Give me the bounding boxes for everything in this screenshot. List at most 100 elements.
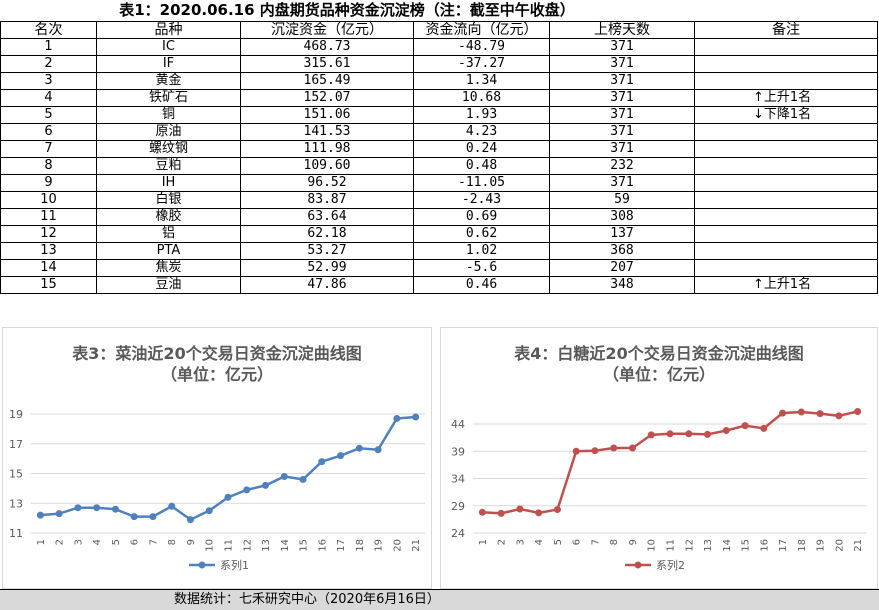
table-row: 12 铝 62.18 0.62 137 (0, 225, 878, 243)
cell-name: IF (96, 55, 241, 73)
cell-name: 铁矿石 (96, 89, 241, 107)
data-point (111, 505, 119, 513)
cell-days: 368 (549, 242, 695, 260)
x-tick-label: 19 (816, 539, 827, 552)
cell-flow: 4.23 (413, 123, 550, 141)
chart-subtitle: （单位：亿元） (602, 365, 715, 384)
cell-rank: 15 (0, 276, 97, 294)
cell-rank: 11 (0, 208, 97, 226)
table-row: 11 橡胶 63.64 0.69 308 (0, 208, 878, 226)
cell-name: 螺纹钢 (96, 140, 241, 158)
x-tick-label: 21 (853, 539, 864, 552)
ranking-table: 名次 品种 沉淀资金（亿元） 资金流向（亿元） 上榜天数 备注 1 IC 468.7… (0, 21, 878, 294)
cell-fund: 141.53 (240, 123, 414, 141)
y-tick-label: 29 (451, 500, 465, 513)
x-tick-label: 15 (741, 539, 752, 552)
table-row: 8 豆粕 109.60 0.48 232 (0, 157, 878, 175)
cell-fund: 62.18 (240, 225, 414, 243)
cell-flow: 1.34 (413, 72, 550, 90)
cell-name: 焦炭 (96, 259, 241, 277)
chart-subtitle: （单位：亿元） (160, 365, 273, 384)
data-point (610, 444, 618, 452)
cell-fund: 109.60 (240, 157, 414, 175)
footer-bar: 数据统计：七禾研究中心（2020年6月16日） (0, 589, 879, 610)
data-point (647, 431, 655, 439)
header-fund: 沉淀资金（亿元） (240, 21, 414, 39)
cell-rank: 3 (0, 72, 97, 90)
y-tick-label: 39 (451, 445, 465, 458)
data-point (628, 444, 636, 452)
cell-flow: 0.48 (413, 157, 550, 175)
x-tick-label: 7 (590, 539, 601, 545)
x-tick-label: 17 (778, 539, 789, 552)
cell-note (694, 140, 878, 158)
x-tick-label: 15 (299, 539, 310, 552)
x-tick-label: 10 (647, 539, 658, 552)
cell-fund: 152.07 (240, 89, 414, 107)
cell-note (694, 55, 878, 73)
data-point (779, 409, 787, 417)
table-row: 6 原油 141.53 4.23 371 (0, 123, 878, 141)
table-row: 2 IF 315.61 -37.27 371 (0, 55, 878, 73)
table-title-row: 表1：2020.06.16 内盘期货品种资金沉淀榜（注：截至中午收盘） (0, 0, 879, 21)
x-tick-label: 3 (515, 539, 526, 545)
chart-title: 表4：白糖近20个交易日资金沉淀曲线图 (514, 344, 804, 363)
x-tick-label: 6 (572, 539, 583, 545)
y-tick-label: 24 (451, 527, 465, 540)
cell-rank: 4 (0, 89, 97, 107)
cell-days: 371 (549, 123, 695, 141)
data-point (797, 408, 805, 416)
cell-note (694, 174, 878, 192)
cell-rank: 8 (0, 157, 97, 175)
x-tick-label: 16 (759, 539, 770, 552)
x-tick-label: 14 (722, 539, 733, 552)
cell-rank: 13 (0, 242, 97, 260)
cell-note (694, 225, 878, 243)
cell-flow: 1.93 (413, 106, 550, 124)
x-tick-label: 20 (834, 539, 845, 552)
data-point (666, 430, 674, 438)
cell-note (694, 208, 878, 226)
table-row: 13 PTA 53.27 1.02 368 (0, 242, 878, 260)
x-tick-label: 8 (167, 539, 178, 545)
table-row: 14 焦炭 52.99 -5.6 207 (0, 259, 878, 277)
legend-label: 系列1 (220, 558, 249, 572)
x-tick-label: 5 (553, 539, 564, 545)
x-tick-label: 11 (224, 539, 235, 552)
x-tick-label: 21 (411, 539, 422, 552)
cell-days: 371 (549, 106, 695, 124)
cell-fund: 111.98 (240, 140, 414, 158)
data-point (854, 407, 862, 415)
rapeseed-oil-chart-panel: 表3：菜油近20个交易日资金沉淀曲线图 （单位：亿元） 11 13 15 17 19 1 2… (2, 327, 432, 589)
cell-fund: 165.49 (240, 72, 414, 90)
cell-days: 137 (549, 225, 695, 243)
cell-name: 橡胶 (96, 208, 241, 226)
cell-fund: 53.27 (240, 242, 414, 260)
cell-days: 59 (549, 191, 695, 209)
data-point (168, 502, 176, 510)
header-days: 上榜天数 (549, 21, 695, 39)
table-row: 7 螺纹钢 111.98 0.24 371 (0, 140, 878, 158)
x-tick-label: 4 (534, 539, 545, 545)
data-point (760, 424, 768, 432)
cell-flow: -11.05 (413, 174, 550, 192)
cell-fund: 96.52 (240, 174, 414, 192)
cell-note (694, 38, 878, 56)
cell-days: 371 (549, 72, 695, 90)
x-tick-label: 4 (92, 539, 103, 545)
data-point (36, 511, 44, 519)
data-point (355, 444, 363, 452)
data-point (685, 430, 693, 438)
cell-flow: 0.24 (413, 140, 550, 158)
data-point (55, 510, 63, 518)
cell-days: 371 (549, 174, 695, 192)
cell-rank: 6 (0, 123, 97, 141)
x-tick-label: 2 (497, 539, 508, 545)
cell-fund: 52.99 (240, 259, 414, 277)
y-tick-label: 34 (451, 473, 465, 486)
cell-rank: 10 (0, 191, 97, 209)
cell-days: 207 (549, 259, 695, 277)
table-row: 1 IC 468.73 -48.79 371 (0, 38, 878, 56)
table-row: 9 IH 96.52 -11.05 371 (0, 174, 878, 192)
data-point (318, 458, 326, 466)
